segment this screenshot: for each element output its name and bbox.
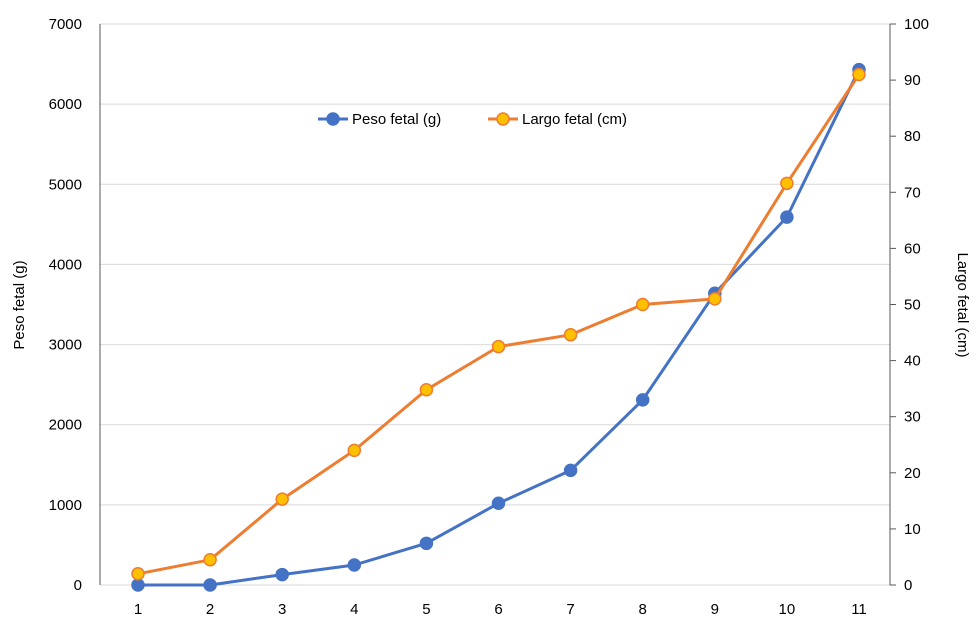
data-point <box>419 536 434 551</box>
data-point <box>491 339 506 354</box>
x-tick-label: 7 <box>566 601 574 618</box>
data-point <box>347 558 362 572</box>
data-point <box>708 292 722 306</box>
x-tick-label: 1 <box>134 601 142 618</box>
grid-lines <box>100 23 890 586</box>
right-tick-label: 90 <box>904 72 921 89</box>
x-tick-label: 5 <box>422 601 430 618</box>
left-tick-label: 4000 <box>49 256 82 273</box>
data-point <box>203 578 217 592</box>
x-tick-label: 3 <box>278 601 286 618</box>
series-group <box>131 62 866 592</box>
right-tick-label: 60 <box>904 240 921 257</box>
legend-item-1: Peso fetal (g) <box>318 111 441 128</box>
legend-item-2: Largo fetal (cm) <box>488 111 627 128</box>
x-tick-label: 6 <box>494 601 502 618</box>
right-tick-label: 40 <box>904 353 921 370</box>
right-tick-label: 20 <box>904 465 921 482</box>
legend-label: Peso fetal (g) <box>352 111 441 128</box>
data-point <box>275 492 289 506</box>
data-point <box>491 496 506 511</box>
left-tick-label: 3000 <box>49 337 82 354</box>
right-axis-title: Largo fetal (cm) <box>954 252 971 357</box>
data-point <box>275 567 289 582</box>
right-tick-label: 70 <box>904 184 921 201</box>
data-point <box>563 328 578 342</box>
data-point <box>131 567 145 581</box>
left-tick-label: 1000 <box>49 497 82 514</box>
right-tick-label: 0 <box>904 577 912 594</box>
x-tick-label: 10 <box>779 601 796 618</box>
legend-label: Largo fetal (cm) <box>522 111 627 128</box>
data-point <box>131 578 145 592</box>
legend-swatch-marker <box>326 112 340 126</box>
data-point <box>347 443 362 458</box>
left-axis-ticks: 0 1000 2000 3000 4000 5000 6000 7000 <box>49 16 82 594</box>
right-tick-label: 80 <box>904 128 921 145</box>
right-tick-label: 50 <box>904 297 921 314</box>
data-point <box>203 553 217 567</box>
x-tick-label: 11 <box>851 601 867 618</box>
right-tick-label: 100 <box>904 16 929 33</box>
data-point <box>635 393 650 407</box>
series-2 <box>131 67 866 581</box>
data-point <box>635 297 650 312</box>
x-tick-label: 4 <box>350 601 358 618</box>
left-tick-label: 2000 <box>49 417 82 434</box>
right-tick-label: 10 <box>904 521 921 538</box>
right-tick-label: 30 <box>904 409 921 426</box>
left-tick-label: 5000 <box>49 176 82 193</box>
x-tick-label: 9 <box>711 601 719 618</box>
x-tick-label: 8 <box>639 601 647 618</box>
data-point <box>852 67 866 82</box>
data-point <box>419 383 434 397</box>
legend-swatch-marker <box>496 112 510 126</box>
left-tick-label: 6000 <box>49 96 82 113</box>
legend: Peso fetal (g) Largo fetal (cm) <box>318 111 627 128</box>
left-tick-label: 7000 <box>49 16 82 33</box>
right-axis-ticks: 0 10 20 30 40 50 60 70 80 90 100 <box>890 16 929 594</box>
x-axis-ticks: 1 2 3 4 5 6 7 8 9 10 11 <box>134 601 867 618</box>
left-tick-label: 0 <box>74 577 82 594</box>
data-point <box>780 210 794 224</box>
data-point <box>563 463 578 478</box>
left-axis-title: Peso fetal (g) <box>11 260 28 349</box>
series-1 <box>131 62 866 592</box>
x-tick-label: 2 <box>206 601 214 618</box>
data-point <box>780 176 794 191</box>
